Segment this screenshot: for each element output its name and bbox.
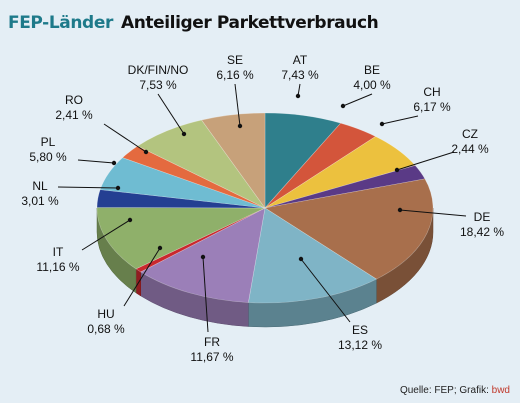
label-name-hu: HU	[97, 307, 114, 321]
label-name-se: SE	[227, 53, 243, 67]
label-value-se: 6,16 %	[216, 68, 254, 82]
leader-line-se	[234, 83, 241, 127]
label-name-es: ES	[352, 323, 368, 337]
pie-slice-pl	[99, 157, 266, 209]
slice-labels: AT7,43 % BE4,00 % CH6,17 % CZ2,44 % DE18,42 …	[21, 53, 504, 364]
label-name-ro: RO	[65, 93, 83, 107]
leader-line-cz	[396, 151, 455, 171]
pie-slice-be	[264, 122, 377, 209]
label-name-ch: CH	[423, 85, 440, 99]
leader-line-nl	[57, 186, 119, 189]
leader-line-ro	[103, 123, 147, 153]
label-name-be: BE	[364, 63, 380, 77]
pie-slice-de	[264, 178, 434, 280]
label-value-de: 18,42 %	[460, 225, 504, 239]
source-brand: bwd	[491, 385, 510, 396]
leader-line-ch	[381, 115, 419, 125]
leader-dot-fr	[200, 254, 206, 260]
leader-line-fr	[202, 256, 209, 333]
pie-slice-se	[201, 112, 266, 209]
label-name-dk-fin-no: DK/FIN/NO	[128, 63, 189, 77]
label-value-nl: 3,01 %	[21, 194, 59, 208]
leader-line-hu	[123, 247, 161, 307]
title-region: FEP-Länder	[8, 13, 113, 33]
leader-dot-de	[397, 207, 403, 213]
pie-slices	[96, 112, 434, 304]
source-note: Quelle: FEP; Grafik: bwd	[400, 385, 510, 396]
label-value-es: 13,12 %	[338, 338, 382, 352]
label-name-it: IT	[53, 245, 64, 259]
label-value-dk-fin-no: 7,53 %	[139, 78, 177, 92]
leader-dot-se	[237, 123, 243, 129]
label-value-cz: 2,44 %	[451, 142, 489, 156]
pie-slice-hu	[135, 207, 266, 273]
label-name-pl: PL	[41, 135, 56, 149]
leader-dot-cz	[394, 167, 400, 173]
leader-dot-pl	[111, 160, 117, 166]
label-name-de: DE	[474, 210, 491, 224]
leader-line-pl	[77, 159, 115, 164]
label-name-nl: NL	[32, 179, 48, 193]
leader-dot-ch	[379, 121, 385, 127]
leader-line-es	[300, 258, 351, 323]
label-value-hu: 0,68 %	[87, 322, 125, 336]
label-value-ch: 6,17 %	[413, 100, 451, 114]
label-value-it: 11,16 %	[36, 260, 79, 274]
leader-line-dk-fin-no	[157, 93, 185, 135]
label-value-at: 7,43 %	[281, 68, 319, 82]
label-value-fr: 11,67 %	[190, 350, 233, 364]
label-name-cz: CZ	[462, 127, 478, 141]
leader-line-be	[342, 93, 373, 107]
source-text: Quelle: FEP; Grafik:	[399, 385, 492, 396]
label-value-pl: 5,80 %	[29, 150, 67, 164]
pie-slice-it	[96, 207, 266, 270]
pie-slice-es	[247, 207, 378, 304]
leader-line-it	[81, 219, 131, 251]
leader-dot-it	[127, 217, 133, 223]
chart-title: FEP-Länder Anteiliger Parkettverbrauch	[8, 10, 379, 36]
leader-dot-nl	[115, 185, 121, 191]
label-name-at: AT	[293, 53, 308, 67]
label-value-be: 4,00 %	[353, 78, 391, 92]
leader-dot-hu	[157, 245, 163, 251]
leader-line-de	[399, 209, 467, 217]
pie-slice-nl	[96, 189, 266, 209]
pie-slice-at	[264, 112, 342, 209]
leader-dot-dk-fin-no	[181, 131, 187, 137]
leader-dot-es	[298, 256, 304, 262]
pie-slice-ch	[264, 136, 416, 209]
title-subject: Anteiliger Parkettverbrauch	[120, 13, 379, 33]
label-value-ro: 2,41 %	[55, 108, 93, 122]
leader-dot-be	[340, 103, 346, 109]
pie-slice-cz	[264, 165, 426, 209]
label-name-fr: FR	[204, 335, 220, 349]
leader-dot-ro	[143, 149, 149, 155]
leader-dot-at	[295, 93, 301, 99]
